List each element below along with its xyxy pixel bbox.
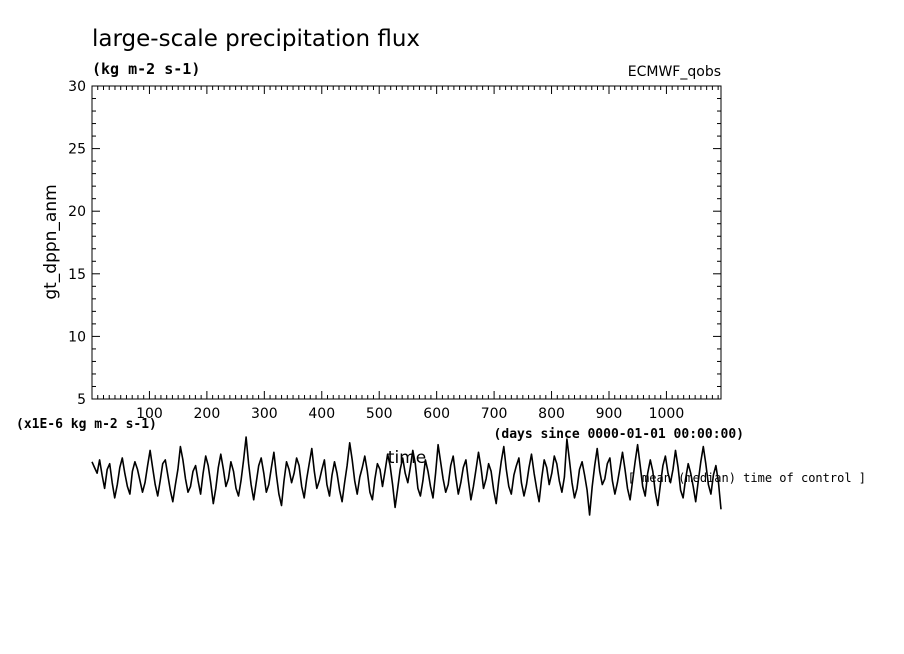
y-tick-label: 15 xyxy=(68,267,86,283)
y-axis-ticks: 5 10 15 20 25 30 xyxy=(68,79,721,408)
x-tick-label: 700 xyxy=(481,406,508,422)
y-tick-label: 20 xyxy=(68,204,86,220)
series-line xyxy=(91,436,722,516)
x-tick-label: 300 xyxy=(251,406,278,422)
x-tick-label: 500 xyxy=(366,406,393,422)
plot-frame xyxy=(91,85,722,400)
x-axis-ticks: 100 200 300 400 500 600 700 800 900 1000 xyxy=(97,86,719,422)
source-label: ECMWF_qobs xyxy=(628,64,721,80)
y-axis-label: gt_dppn_anm xyxy=(41,184,61,299)
x-units-note: (days since 0000-01-01 00:00:00) xyxy=(494,427,744,442)
y-tick-label: 5 xyxy=(77,392,86,408)
y-tick-label: 10 xyxy=(68,329,86,345)
y-tick-label: 30 xyxy=(68,79,86,95)
x-tick-label: 1000 xyxy=(649,406,685,422)
chart-title: large-scale precipitation flux xyxy=(92,26,420,52)
x-tick-label: 400 xyxy=(308,406,335,422)
x-tick-label: 600 xyxy=(423,406,450,422)
y-scale-note: (x1E-6 kg m-2 s-1) xyxy=(16,417,157,432)
x-axis-label: time xyxy=(388,448,426,468)
x-tick-label: 900 xyxy=(596,406,623,422)
x-tick-label: 200 xyxy=(194,406,221,422)
y-tick-label: 25 xyxy=(68,142,86,158)
x-tick-label: 800 xyxy=(538,406,565,422)
x-tick-label: 100 xyxy=(136,406,163,422)
control-annotation: [ mean (median) time of control ] xyxy=(628,471,866,485)
chart-subtitle-units: (kg m-2 s-1) xyxy=(92,60,200,78)
